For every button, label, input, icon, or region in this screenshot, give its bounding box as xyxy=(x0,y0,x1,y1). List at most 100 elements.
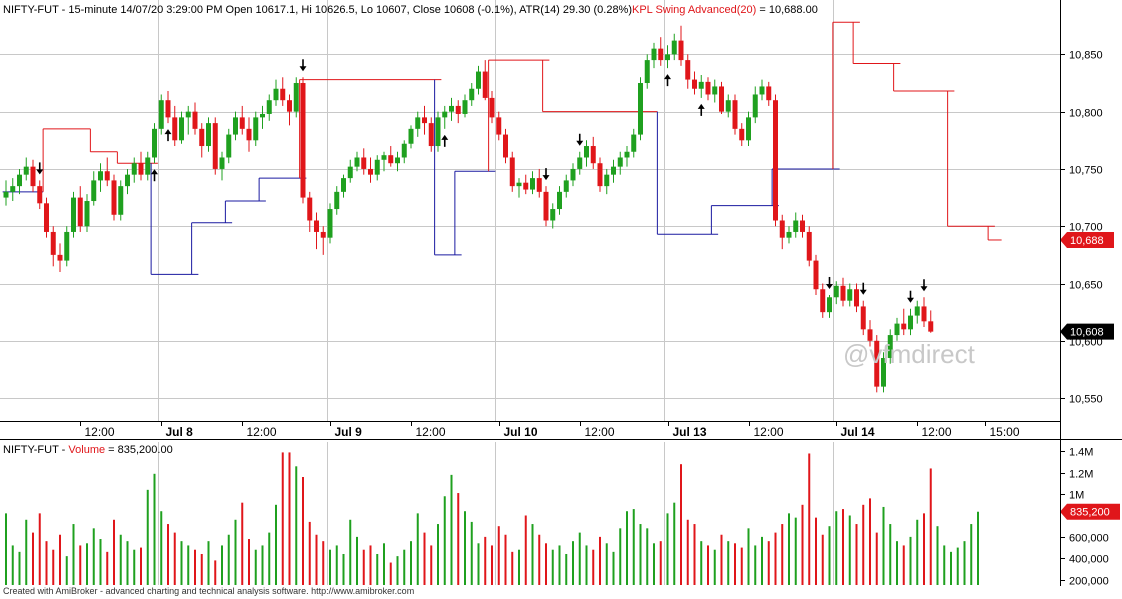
volume-badge-bg xyxy=(1060,503,1120,520)
candle-body xyxy=(368,168,373,175)
candle-body xyxy=(712,86,718,95)
candle-body xyxy=(280,88,286,101)
candle-body xyxy=(496,117,502,135)
x-tick-label: 12:00 xyxy=(247,425,277,439)
volume-bar xyxy=(511,551,514,585)
volume-header: NIFTY-FUT - Volume = 835,200.00 xyxy=(3,444,173,456)
candle-body xyxy=(98,171,103,181)
candle-body xyxy=(611,166,616,175)
volume-bar xyxy=(86,543,88,585)
volume-y-tick-label: 200,000 xyxy=(1069,576,1109,588)
volume-bar xyxy=(923,513,925,585)
volume-bar xyxy=(295,466,298,585)
volume-bar xyxy=(356,536,358,585)
volume-bar xyxy=(52,549,55,585)
volume-bar xyxy=(896,541,898,585)
volume-bar xyxy=(416,513,419,585)
candle-body xyxy=(597,163,603,187)
candle-body xyxy=(651,48,657,61)
volume-bar xyxy=(909,536,912,585)
volume-bar xyxy=(410,541,412,585)
candle-body xyxy=(516,182,522,187)
candle-body xyxy=(354,157,360,167)
x-tick-label: Jul 14 xyxy=(841,425,875,439)
volume-bar xyxy=(524,515,527,585)
volume-bar xyxy=(99,539,102,585)
candle-body xyxy=(165,100,171,118)
header-symbol: NIFTY-FUT xyxy=(3,4,59,16)
candle-body xyxy=(23,166,29,175)
candle-body xyxy=(192,111,198,129)
candle-body xyxy=(111,180,117,215)
buy-arrow-icon xyxy=(697,103,705,109)
volume-bar xyxy=(558,545,561,585)
volume-bar xyxy=(565,553,568,585)
volume-bar xyxy=(430,545,433,585)
volume-header-symbol: NIFTY-FUT xyxy=(3,444,59,456)
candle-body xyxy=(725,100,731,112)
candle-body xyxy=(698,81,704,89)
candle-body xyxy=(219,157,225,169)
candle-body xyxy=(840,285,846,301)
volume-bar xyxy=(774,532,777,585)
volume-bar xyxy=(713,549,716,585)
volume-bar xyxy=(686,519,689,585)
candle-body xyxy=(428,123,434,147)
volume-bar xyxy=(599,536,601,585)
volume-bar xyxy=(828,526,831,585)
axes: 10,85010,80010,75010,70010,65010,60010,5… xyxy=(80,50,1120,588)
candle-body xyxy=(617,157,623,167)
candle-body xyxy=(300,83,306,198)
volume-bar xyxy=(268,532,271,585)
candle-body xyxy=(374,159,380,175)
volume-bar xyxy=(92,528,95,585)
volume-bar xyxy=(349,519,352,585)
volume-bar xyxy=(720,534,723,585)
volume-bar xyxy=(484,536,487,585)
volume-bar xyxy=(234,519,237,585)
candle-body xyxy=(874,340,880,387)
candle-body xyxy=(482,71,488,98)
candle-body xyxy=(138,163,144,175)
candle-body xyxy=(334,191,340,210)
candle-body xyxy=(860,306,866,330)
candle-body xyxy=(779,220,785,238)
candle-body xyxy=(557,191,562,210)
volume-bar xyxy=(308,521,311,585)
volume-bar xyxy=(491,545,493,585)
price-y-tick-label: 10,700 xyxy=(1069,222,1103,234)
volume-bar xyxy=(815,517,817,585)
candle-body xyxy=(827,297,832,313)
candle-body xyxy=(469,88,475,101)
candle-body xyxy=(50,231,56,255)
candle-body xyxy=(908,315,913,330)
candle-body xyxy=(590,146,596,164)
candle-body xyxy=(347,166,353,179)
candle-body xyxy=(17,174,22,187)
signal-arrows xyxy=(36,59,928,303)
buy-arrow-icon xyxy=(151,169,158,175)
volume-bar xyxy=(788,513,790,585)
x-tick-label: Jul 13 xyxy=(673,425,707,439)
volume-bar xyxy=(383,543,385,585)
candle-body xyxy=(705,81,711,95)
candle-body xyxy=(233,117,238,135)
candle-body xyxy=(293,83,299,112)
candle-body xyxy=(773,100,778,221)
candle-body xyxy=(455,105,461,114)
candle-body xyxy=(570,168,576,181)
volume-bar xyxy=(673,502,676,585)
volume-bar xyxy=(497,526,500,585)
volume-bar xyxy=(504,534,507,585)
candle-body xyxy=(503,134,508,158)
volume-bar xyxy=(403,549,406,585)
candle-body xyxy=(172,117,178,141)
volume-bar xyxy=(281,452,284,585)
candle-body xyxy=(125,174,130,187)
buy-arrow-icon xyxy=(441,134,449,140)
candle-body xyxy=(395,157,400,164)
candle-body xyxy=(206,123,211,147)
price-badge-bg xyxy=(1060,323,1114,340)
volume-bar xyxy=(261,545,264,585)
